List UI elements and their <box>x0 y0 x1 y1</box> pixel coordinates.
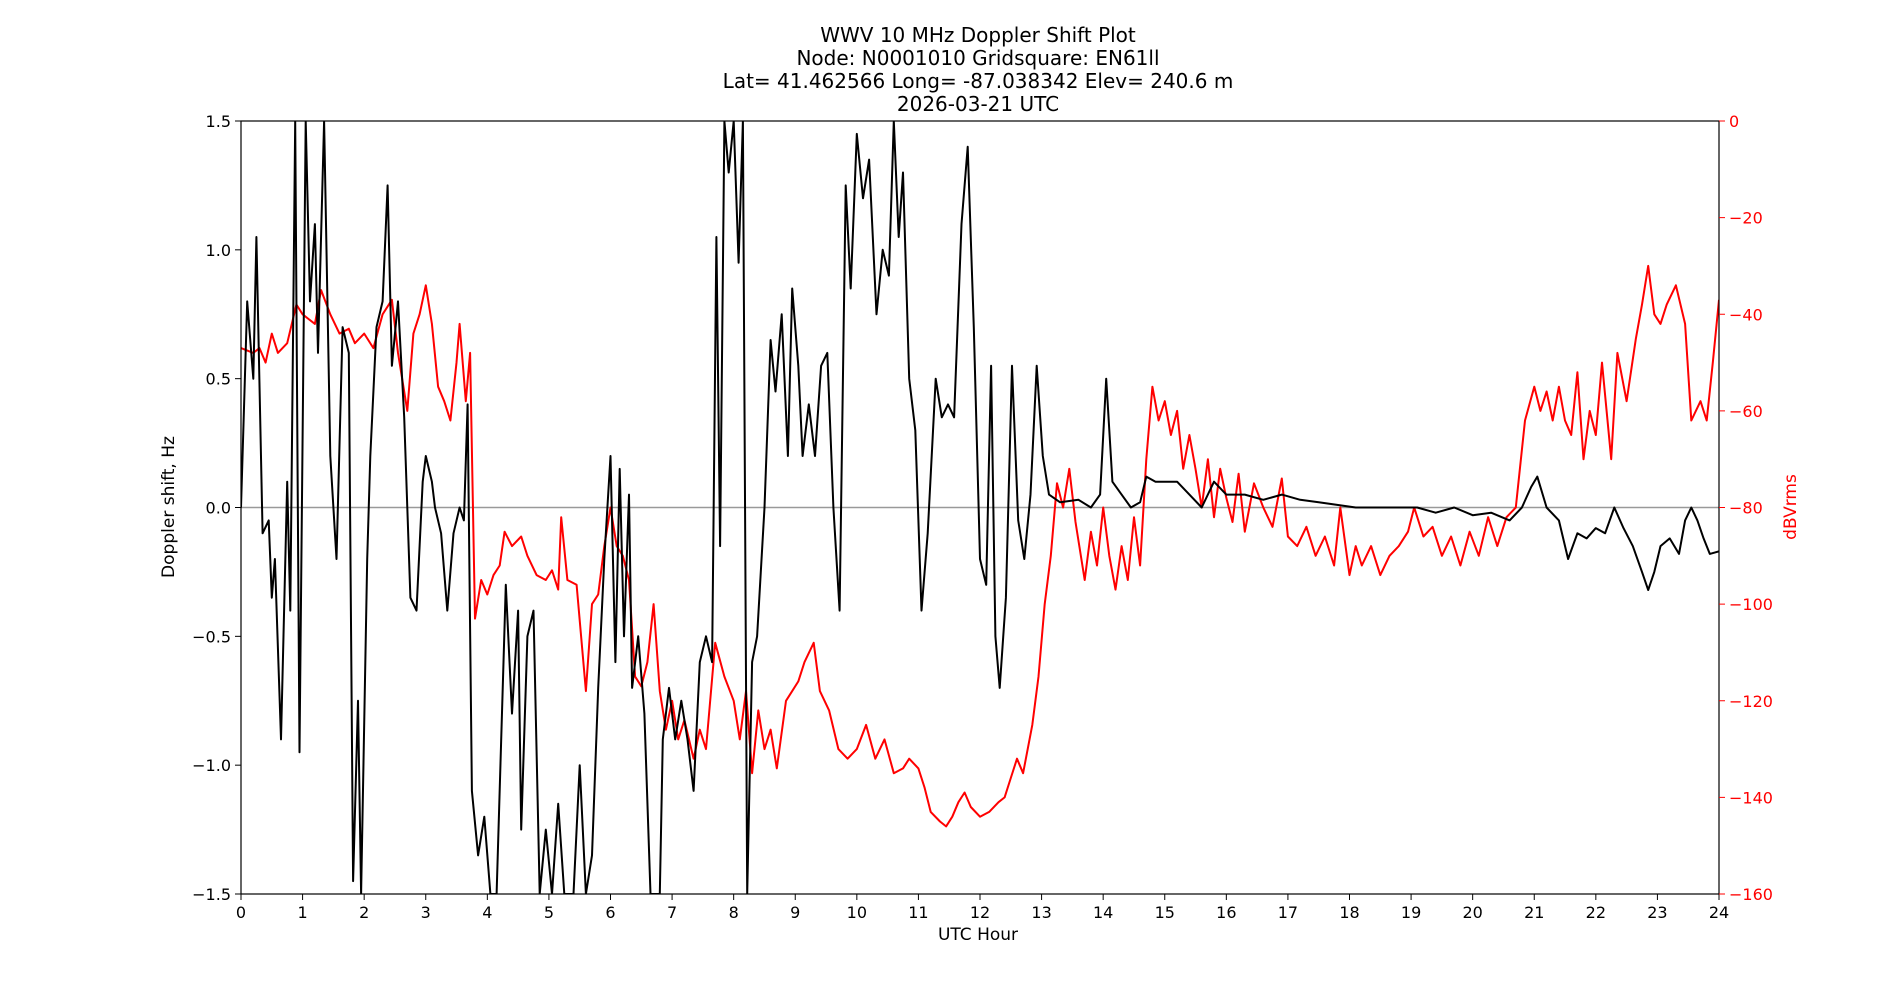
x-tick-label: 12 <box>970 903 990 922</box>
left-tick-label: −0.5 <box>192 627 231 646</box>
x-tick-label: 1 <box>297 903 307 922</box>
x-tick-label: 2 <box>359 903 369 922</box>
x-tick-label: 13 <box>1031 903 1051 922</box>
x-tick-label: 8 <box>729 903 739 922</box>
left-tick-label: 1.5 <box>206 112 231 131</box>
x-axis-label: UTC Hour <box>938 925 1018 945</box>
left-axis-label: Doppler shift, Hz <box>159 436 179 578</box>
left-tick-label: 0.0 <box>206 499 231 518</box>
right-tick-label: −120 <box>1729 692 1773 711</box>
x-tick-label: 14 <box>1093 903 1113 922</box>
x-tick-label: 9 <box>790 903 800 922</box>
x-tick-label: 17 <box>1278 903 1298 922</box>
x-tick-label: 15 <box>1155 903 1175 922</box>
x-tick-label: 10 <box>847 903 867 922</box>
right-axis-label: dBVrms <box>1781 474 1801 540</box>
right-axis-ticks: 0 −20 −40 −60 −80 −100 −120 −140 −160 <box>1719 112 1773 904</box>
x-tick-label: 7 <box>667 903 677 922</box>
x-tick-label: 23 <box>1647 903 1667 922</box>
x-tick-label: 21 <box>1524 903 1544 922</box>
chart-title-line-1: WWV 10 MHz Doppler Shift Plot <box>820 23 1136 47</box>
x-tick-label: 3 <box>421 903 431 922</box>
x-tick-label: 18 <box>1339 903 1359 922</box>
right-tick-label: −140 <box>1729 788 1773 807</box>
x-tick-label: 4 <box>482 903 492 922</box>
left-tick-label: −1.0 <box>192 756 231 775</box>
x-tick-label: 16 <box>1216 903 1236 922</box>
x-tick-label: 6 <box>605 903 615 922</box>
doppler-shift-line <box>241 121 1719 894</box>
right-tick-label: −160 <box>1729 885 1773 904</box>
x-axis-ticks: 0 1 2 3 4 5 6 7 8 9 10 11 12 13 14 15 16 17 18 19 20 21 22 23 24 <box>236 894 1729 922</box>
left-tick-label: 1.0 <box>206 241 231 260</box>
x-tick-label: 24 <box>1709 903 1729 922</box>
x-tick-label: 19 <box>1401 903 1421 922</box>
right-tick-label: 0 <box>1729 112 1739 131</box>
x-tick-label: 22 <box>1586 903 1606 922</box>
right-tick-label: −60 <box>1729 402 1763 421</box>
x-tick-label: 20 <box>1462 903 1482 922</box>
right-tick-label: −100 <box>1729 595 1773 614</box>
signal-power-line <box>241 264 1719 828</box>
right-tick-label: −80 <box>1729 499 1763 518</box>
chart-title-line-3: Lat= 41.462566 Long= -87.038342 Elev= 24… <box>723 69 1234 93</box>
right-tick-label: −20 <box>1729 209 1763 228</box>
chart-title-line-4: 2026-03-21 UTC <box>897 92 1059 116</box>
x-tick-label: 5 <box>544 903 554 922</box>
x-tick-label: 11 <box>908 903 928 922</box>
x-tick-label: 0 <box>236 903 246 922</box>
right-tick-label: −40 <box>1729 305 1763 324</box>
left-axis-ticks: 1.5 1.0 0.5 0.0 −0.5 −1.0 −1.5 <box>192 112 241 904</box>
left-tick-label: −1.5 <box>192 885 231 904</box>
chart-title-line-2: Node: N0001010 Gridsquare: EN61ll <box>796 46 1159 70</box>
series-layer <box>241 121 1719 894</box>
left-tick-label: 0.5 <box>206 370 231 389</box>
